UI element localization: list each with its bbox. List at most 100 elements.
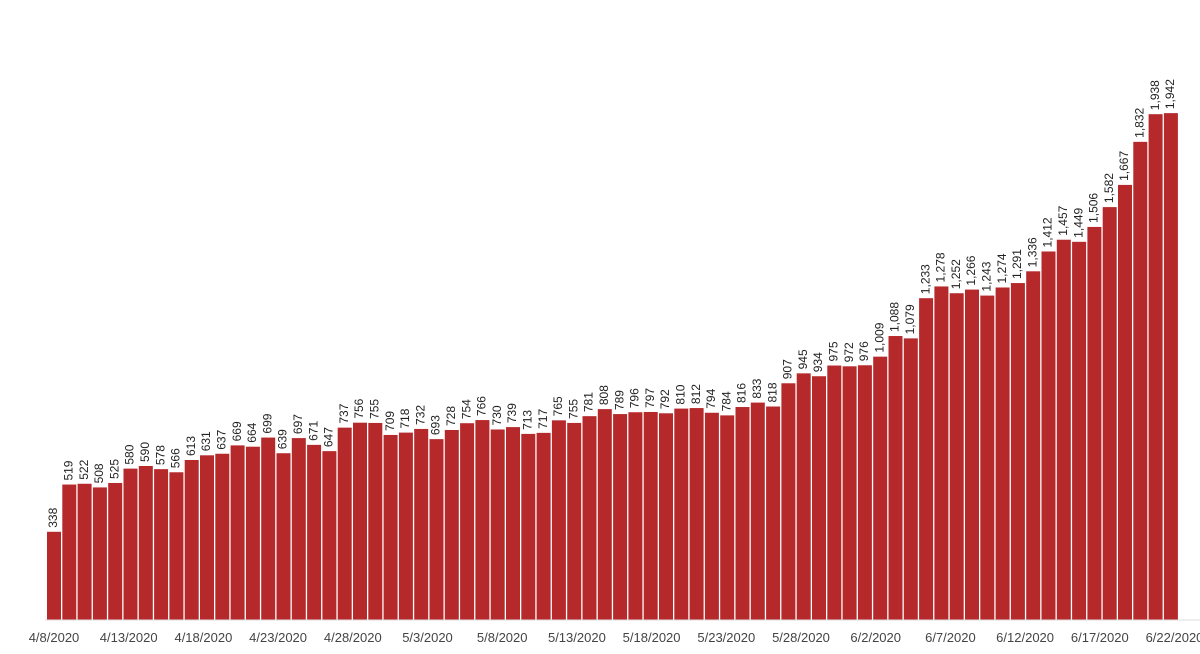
- bar: [169, 472, 184, 620]
- bar: [200, 455, 214, 620]
- bar: [475, 420, 490, 620]
- bar: [551, 420, 566, 620]
- data-label: 1,832: [1132, 107, 1146, 137]
- data-label: 1,412: [1041, 217, 1055, 247]
- x-tick-label: 4/23/2020: [249, 630, 307, 645]
- bar: [750, 402, 765, 620]
- bar: [1118, 184, 1132, 620]
- bar: [123, 468, 138, 620]
- x-tick-label: 5/28/2020: [772, 630, 830, 645]
- data-label: 566: [169, 448, 183, 468]
- data-label: 637: [214, 429, 228, 449]
- data-label: 669: [230, 421, 244, 441]
- x-tick-label: 4/8/2020: [29, 630, 80, 645]
- data-label: 525: [107, 459, 121, 479]
- data-label: 639: [276, 429, 290, 449]
- bar: [230, 445, 245, 620]
- data-label: 1,278: [934, 252, 948, 282]
- data-label: 945: [796, 349, 810, 369]
- bar: [322, 451, 337, 620]
- data-label: 755: [367, 399, 381, 419]
- x-tick-label: 5/3/2020: [402, 630, 453, 645]
- data-label: 732: [413, 405, 427, 425]
- bar: [857, 365, 872, 620]
- bar: [965, 289, 979, 620]
- data-label: 812: [689, 384, 703, 404]
- bar: [291, 438, 306, 620]
- bar: [245, 446, 260, 620]
- bar: [261, 437, 276, 620]
- bar: [92, 487, 107, 620]
- x-tick-label: 4/28/2020: [324, 630, 382, 645]
- data-label: 766: [475, 396, 489, 416]
- data-label: 699: [260, 413, 274, 433]
- bar: [47, 531, 61, 620]
- bar: [337, 427, 352, 620]
- data-label: 578: [153, 445, 167, 465]
- data-label: 796: [628, 388, 642, 408]
- data-label: 590: [138, 442, 152, 462]
- data-label: 631: [199, 431, 213, 451]
- data-label: 810: [673, 384, 687, 404]
- bar: [934, 286, 949, 620]
- bar: [1102, 207, 1117, 620]
- bar: [689, 408, 704, 620]
- x-tick-label: 6/2/2020: [850, 630, 901, 645]
- bar: [949, 293, 964, 620]
- bar: [903, 338, 918, 620]
- bar: [506, 427, 520, 620]
- bar: [919, 298, 934, 620]
- bar: [460, 423, 475, 620]
- data-label: 697: [291, 414, 305, 434]
- data-label: 730: [490, 405, 504, 425]
- bar: [842, 366, 857, 620]
- x-tick-label: 4/13/2020: [100, 630, 158, 645]
- data-label: 975: [826, 341, 840, 361]
- bar: [108, 482, 123, 620]
- x-tick-label: 4/18/2020: [174, 630, 232, 645]
- bar: [138, 466, 153, 620]
- data-label: 818: [765, 382, 779, 402]
- data-label: 580: [123, 444, 137, 464]
- bar: [444, 429, 459, 620]
- bar: [613, 414, 628, 620]
- bar: [77, 483, 92, 620]
- bar: [735, 407, 750, 620]
- data-label: 1,938: [1148, 80, 1162, 110]
- bar: [995, 287, 1010, 620]
- data-label: 833: [750, 378, 764, 398]
- data-label: 816: [735, 383, 749, 403]
- data-label: 338: [46, 507, 60, 527]
- bar: [368, 422, 383, 620]
- data-label: 647: [322, 427, 336, 447]
- data-label: 976: [857, 341, 871, 361]
- bar: [643, 411, 658, 620]
- data-label: 1,266: [964, 255, 978, 285]
- data-label: 1,274: [995, 253, 1009, 283]
- bar: [567, 422, 582, 620]
- bar: [398, 432, 413, 620]
- data-label: 519: [61, 460, 75, 480]
- data-label: 1,009: [872, 322, 886, 352]
- bar: [674, 408, 689, 620]
- data-label: 709: [383, 411, 397, 431]
- data-label: 808: [597, 385, 611, 405]
- data-label: 1,582: [1102, 173, 1116, 203]
- bar: [659, 413, 673, 620]
- data-label: 1,233: [918, 264, 932, 294]
- bar: [1041, 251, 1056, 620]
- bar: [536, 432, 551, 620]
- data-label: 1,449: [1071, 207, 1085, 237]
- bar: [628, 412, 643, 620]
- data-label: 728: [444, 406, 458, 426]
- data-label: 1,506: [1087, 193, 1101, 223]
- bar: [1163, 113, 1178, 620]
- data-label: 784: [719, 391, 733, 411]
- data-label: 718: [398, 408, 412, 428]
- data-label: 781: [582, 392, 596, 412]
- bar: [781, 383, 796, 620]
- data-label: 664: [245, 422, 259, 442]
- bar: [1056, 239, 1071, 620]
- data-label: 508: [92, 463, 106, 483]
